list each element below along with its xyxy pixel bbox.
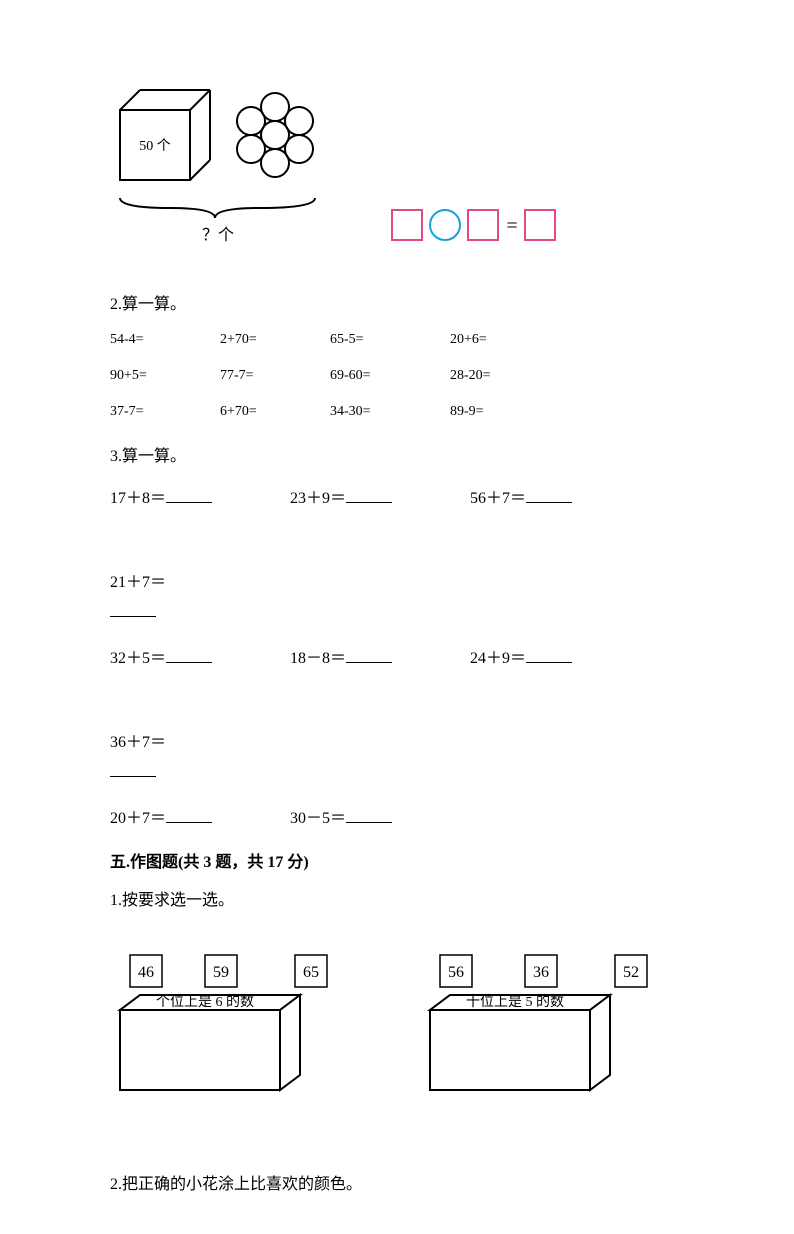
calc-item: 89-9=: [450, 404, 570, 420]
sort-boxes-row: 46 59 65 个位上是 6 的数 56 36 52: [110, 950, 694, 1110]
calc-item: 28-20=: [450, 368, 570, 384]
q3-row-2: 32＋5＝ 18－8＝ 24＋9＝ 36＋7＝: [110, 644, 694, 752]
calc-item: 34-30=: [330, 404, 450, 420]
figure-row: 50 个 ？个 =: [110, 80, 694, 250]
calc-item: 2+70=: [220, 332, 330, 348]
cube-circles-figure: 50 个 ？个: [110, 80, 340, 250]
sort-box-left: 46 59 65 个位上是 6 的数: [110, 950, 370, 1110]
svg-text:个位上是 6 的数: 个位上是 6 的数: [156, 994, 254, 1010]
section5-q1: 1.按要求选一选。: [110, 886, 694, 910]
calc-item: 24＋9＝: [470, 644, 590, 668]
calc-item: 32＋5＝: [110, 644, 230, 668]
calc-item: 18－8＝: [290, 644, 410, 668]
svg-text:36: 36: [533, 964, 549, 981]
calc-item: 77-7=: [220, 368, 330, 384]
svg-text:=: =: [506, 215, 517, 237]
sort-box-right: 56 36 52 十位上是 5 的数: [420, 950, 680, 1110]
calc-item: 37-7=: [110, 404, 220, 420]
calc-item: 90+5=: [110, 368, 220, 384]
svg-text:59: 59: [213, 964, 229, 981]
q3-row-1: 17＋8＝ 23＋9＝ 56＋7＝ 21＋7＝: [110, 484, 694, 592]
calc-item: 54-4=: [110, 332, 220, 348]
trailing-blank: [110, 762, 156, 777]
q2-draw: 2.把正确的小花涂上比喜欢的颜色。: [110, 1170, 694, 1194]
q3-row-3: 20＋7＝ 30－5＝: [110, 804, 694, 828]
calc-item: 30－5＝: [290, 804, 410, 828]
svg-text:十位上是 5 的数: 十位上是 5 的数: [466, 994, 564, 1010]
trailing-blank: [110, 602, 156, 617]
equation-boxes: =: [390, 200, 590, 250]
calc-item: 65-5=: [330, 332, 450, 348]
q2-title: 2.算一算。: [110, 290, 694, 314]
calc-item: 23＋9＝: [290, 484, 410, 508]
svg-text:56: 56: [448, 964, 464, 981]
cube-label: 50 个: [139, 138, 171, 154]
calc-item: 56＋7＝: [470, 484, 590, 508]
q3-title: 3.算一算。: [110, 442, 694, 466]
calc-item: 20＋7＝: [110, 804, 230, 828]
svg-text:52: 52: [623, 964, 639, 981]
svg-text:65: 65: [303, 964, 319, 981]
q2-grid: 54-4= 2+70= 65-5= 20+6= 90+5= 77-7= 69-6…: [110, 332, 694, 420]
section5-title: 五.作图题(共 3 题，共 17 分): [110, 848, 694, 872]
calc-item: 69-60=: [330, 368, 450, 384]
calc-item: 17＋8＝: [110, 484, 230, 508]
calc-item: 6+70=: [220, 404, 330, 420]
calc-item: 20+6=: [450, 332, 570, 348]
calc-item: 21＋7＝: [110, 568, 230, 592]
svg-text:46: 46: [138, 964, 154, 981]
brace-label: ？个: [202, 226, 234, 244]
calc-item: 36＋7＝: [110, 728, 230, 752]
